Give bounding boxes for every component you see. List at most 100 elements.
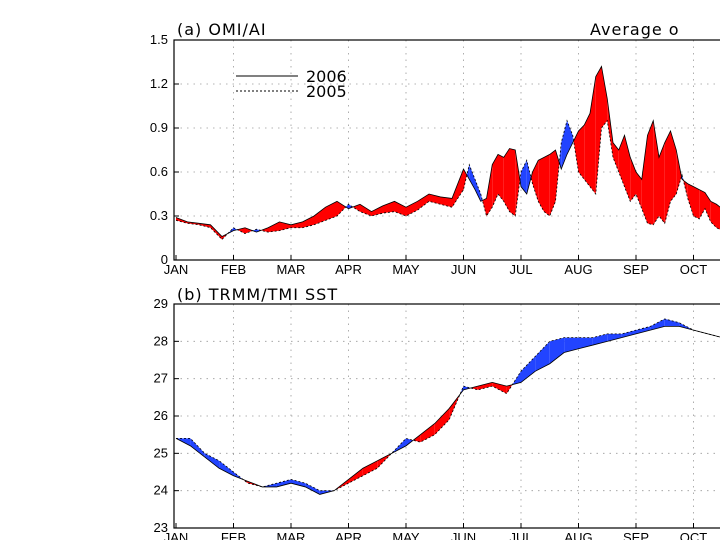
- difference-segment: [567, 120, 573, 155]
- x-tick-label: FEB: [221, 262, 246, 277]
- series-line-2005: [176, 318, 720, 492]
- y-tick-label: 24: [154, 483, 168, 498]
- difference-segment: [406, 201, 418, 216]
- difference-segment: [561, 120, 567, 170]
- difference-segment: [687, 183, 694, 216]
- y-tick-label: 26: [154, 408, 168, 423]
- difference-segment: [607, 98, 613, 158]
- x-tick-label: JAN: [164, 530, 189, 540]
- difference-segment: [573, 130, 579, 172]
- panel-a-frame: [173, 39, 720, 261]
- difference-segment: [670, 130, 677, 202]
- series-line-2006: [175, 65, 720, 238]
- panel-a-x-ticks: JAN FEB MAR APR MAY JUN JUL AUG SEP OCT: [164, 255, 708, 277]
- difference-segment: [452, 169, 464, 208]
- difference-segment: [486, 164, 493, 216]
- y-tick-label: 0.9: [150, 120, 168, 135]
- difference-segment: [705, 192, 711, 222]
- panel-a-grid: [174, 40, 720, 260]
- difference-segment: [595, 66, 602, 194]
- x-tick-label: APR: [335, 262, 362, 277]
- x-tick-label: MAR: [277, 530, 306, 540]
- x-tick-label: JAN: [164, 262, 189, 277]
- difference-segment: [345, 204, 349, 209]
- panel-b-title: (b) TRMM/TMI SST: [177, 285, 338, 304]
- y-tick-label: 1.2: [150, 76, 168, 91]
- panel-b-series-lines: [175, 318, 720, 495]
- difference-segment: [716, 204, 720, 230]
- difference-segment: [526, 160, 532, 194]
- difference-segment: [463, 386, 471, 390]
- panel-a-series-lines: [175, 65, 720, 241]
- difference-segment: [710, 201, 717, 228]
- y-tick-label: 0.6: [150, 164, 168, 179]
- difference-segment: [636, 326, 651, 334]
- panel-a-difference-fill: [176, 66, 720, 240]
- x-tick-label: FEB: [221, 530, 246, 540]
- x-tick-label: OCT: [680, 262, 708, 277]
- difference-segment: [664, 130, 671, 224]
- panel-b-grid: [174, 304, 720, 528]
- x-tick-label: AUG: [564, 530, 592, 540]
- difference-segment: [555, 150, 560, 202]
- difference-segment: [305, 483, 320, 495]
- series-line-2005: [175, 119, 720, 241]
- difference-segment: [538, 157, 544, 212]
- x-tick-label: SEP: [623, 530, 649, 540]
- x-tick-label: MAY: [392, 262, 420, 277]
- difference-segment: [245, 227, 253, 234]
- difference-segment: [383, 201, 395, 214]
- difference-segment: [564, 337, 579, 353]
- difference-segment: [492, 154, 498, 208]
- difference-segment: [314, 207, 326, 225]
- difference-segment: [679, 322, 694, 331]
- y-tick-label: 1.5: [150, 32, 168, 47]
- difference-segment: [470, 386, 478, 390]
- difference-segment: [268, 221, 280, 233]
- series-line-2006: [175, 325, 720, 495]
- x-tick-label: MAR: [277, 262, 306, 277]
- difference-segment: [243, 479, 248, 484]
- x-tick-label: JUN: [451, 262, 476, 277]
- difference-segment: [601, 66, 608, 128]
- difference-segment: [352, 204, 360, 212]
- difference-segment: [261, 227, 268, 233]
- difference-segment: [636, 172, 642, 209]
- difference-segment: [621, 330, 636, 338]
- difference-segment: [362, 460, 378, 476]
- difference-segment: [618, 135, 625, 187]
- difference-segment: [509, 148, 516, 216]
- panel-a-legend: 2006 2005: [236, 67, 347, 101]
- difference-segment: [219, 460, 234, 476]
- y-tick-label: 29: [154, 296, 168, 311]
- difference-segment: [647, 120, 654, 225]
- difference-segment: [515, 150, 520, 216]
- panel-a-y-ticks: 0 0.3 0.6 0.9 1.2 1.5: [150, 32, 179, 267]
- difference-segment: [699, 189, 705, 219]
- x-tick-label: MAY: [392, 530, 420, 540]
- difference-segment: [532, 160, 539, 202]
- y-tick-label: 27: [154, 371, 168, 386]
- x-tick-label: JUL: [509, 262, 532, 277]
- y-tick-label: 25: [154, 445, 168, 460]
- difference-segment: [578, 125, 585, 180]
- difference-segment: [693, 186, 700, 219]
- panel-b-y-ticks: 23 24 25 26 27 28 29: [154, 296, 179, 535]
- difference-segment: [521, 160, 527, 194]
- difference-segment: [653, 120, 659, 225]
- x-tick-label: OCT: [680, 530, 708, 540]
- panel-b-x-ticks: JAN FEB MAR APR MAY JUN JUL AUG SEP OCT: [164, 523, 708, 540]
- difference-segment: [503, 148, 510, 212]
- legend-2006-label: 2006: [306, 67, 347, 86]
- difference-segment: [630, 157, 636, 202]
- difference-segment: [544, 154, 550, 216]
- difference-segment: [276, 479, 291, 487]
- y-tick-label: 28: [154, 333, 168, 348]
- difference-segment: [434, 408, 450, 435]
- difference-segment: [683, 180, 688, 199]
- panel-trmm-sst: (b) TRMM/TMI SST 23 24 25 26 27 28 29 JAN FEB MA…: [154, 285, 720, 540]
- panel-a-title: (a) OMI/AI: [177, 20, 267, 39]
- difference-segment: [233, 472, 244, 480]
- difference-segment: [549, 150, 556, 216]
